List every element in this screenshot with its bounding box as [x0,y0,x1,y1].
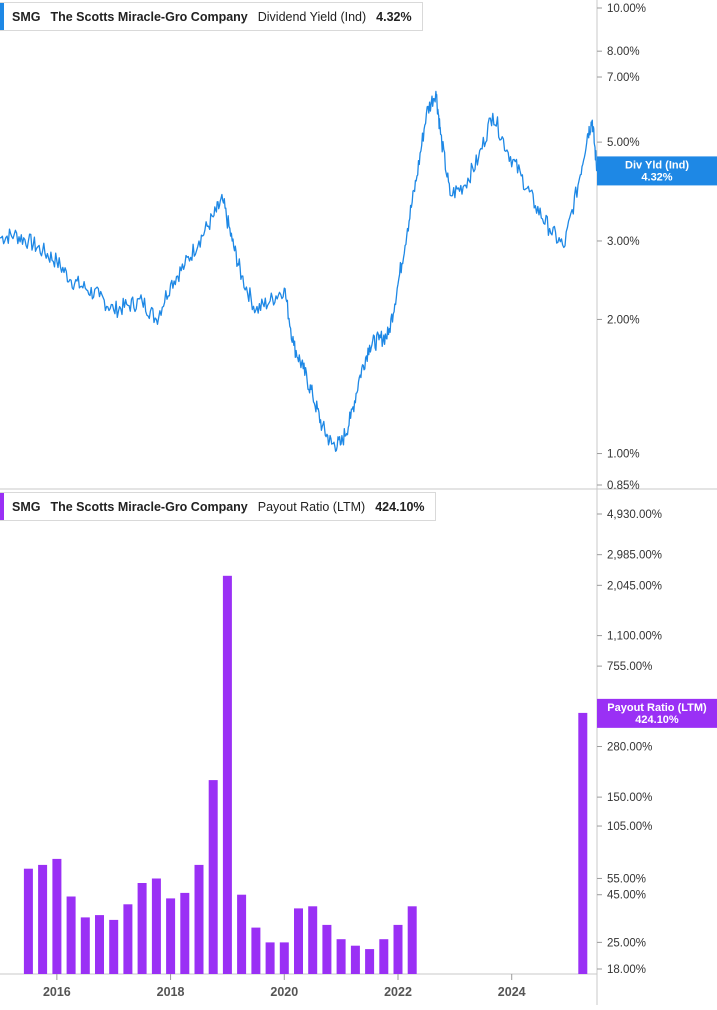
yield-axis-tick-label: 3.00% [607,236,640,248]
legend-swatch [0,493,4,520]
legend-company: The Scotts Miracle-Gro Company [50,499,248,514]
payout-tag-label: Payout Ratio (LTM) [607,702,707,714]
legend-company: The Scotts Miracle-Gro Company [50,9,248,24]
yield-axis-tick-label: 7.00% [607,72,640,84]
payout-bar [95,915,104,974]
payout-bar [38,864,48,974]
legend-dividend-yield[interactable]: SMG The Scotts Miracle-Gro Company Divid… [0,2,423,31]
payout-bar [222,575,232,974]
payout-axis-tick-label: 150.00% [607,792,652,804]
x-tick-label: 2020 [270,985,298,999]
payout-axis-tick-label: 105.00% [607,821,652,833]
payout-bar [322,924,332,974]
legend-swatch [0,3,4,30]
payout-bar [237,894,247,974]
payout-bar [265,942,275,974]
yield-axis-tick-label: 5.00% [607,137,640,149]
payout-bar [66,896,76,974]
payout-axis-tick-label: 55.00% [607,873,646,885]
x-tick-label: 2024 [498,985,526,999]
payout-bar [365,949,375,974]
payout-axis-tick-label: 2,985.00% [607,550,662,562]
yield-tag-label: Div Yld (Ind) [625,159,689,171]
yield-axis-tick-label: 10.00% [607,3,646,15]
payout-bar [123,904,133,974]
payout-bar [393,924,403,974]
payout-axis-tick-label: 4,930.00% [607,509,662,521]
yield-tag-value: 4.32% [641,171,672,183]
payout-bar [151,878,161,974]
payout-bar [279,942,289,974]
payout-axis-tick-label: 45.00% [607,890,646,902]
payout-bar [379,939,389,974]
yield-tag-bg [597,156,717,186]
x-tick-label: 2016 [43,985,71,999]
legend-value: 424.10% [375,499,425,514]
payout-bar [137,883,147,974]
payout-axis-tick-label: 2,045.00% [607,580,662,592]
legend-value: 4.32% [376,9,412,24]
legend-ticker: SMG [12,9,41,24]
x-tick-label: 2018 [157,985,185,999]
dividend-yield-line [0,90,598,452]
payout-axis-tick-label: 1,100.00% [607,631,662,643]
payout-bar [194,864,204,974]
payout-bar [208,780,218,974]
payout-tag-bg [597,698,717,728]
payout-axis-tick-label: 25.00% [607,937,646,949]
payout-bar [350,945,360,974]
legend-payout-ratio[interactable]: SMG The Scotts Miracle-Gro Company Payou… [0,492,436,521]
yield-axis-tick-label: 1.00% [607,449,640,461]
payout-bar [578,712,588,974]
x-tick-label: 2022 [384,985,412,999]
legend-ticker: SMG [12,499,41,514]
payout-bar [308,906,318,974]
payout-bar [80,917,90,974]
payout-axis-tick-label: 280.00% [607,742,652,754]
yield-axis-tick-label: 2.00% [607,314,640,326]
yield-axis-tick-label: 8.00% [607,46,640,58]
payout-bar [166,898,176,974]
payout-bar [52,858,62,974]
legend-metric: Dividend Yield (Ind) [257,9,367,24]
payout-bar [109,919,119,974]
payout-bar [294,908,303,974]
yield-axis-tick-label: 0.85% [607,480,640,492]
payout-bar [23,868,33,974]
payout-bar [180,892,190,974]
payout-bar [251,927,261,974]
legend-metric: Payout Ratio (LTM) [257,499,366,514]
payout-bar [407,906,417,974]
payout-axis-tick-label: 18.00% [607,964,646,976]
payout-tag-value: 424.10% [635,714,679,726]
payout-bar [336,939,346,974]
payout-axis-tick-label: 755.00% [607,661,652,673]
